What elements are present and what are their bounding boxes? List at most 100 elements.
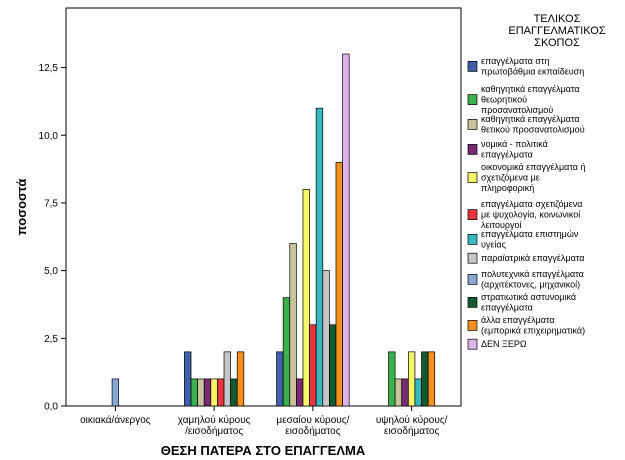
bar xyxy=(236,351,245,407)
legend-entry-line: άλλα επαγγέλματα xyxy=(481,315,555,325)
legend-entry-line: πρωτοβάθμια εκπαίδευση xyxy=(481,66,584,76)
legend-title: ΤΕΛΙΚΟΣ ΕΠΑΓΓΕΛΜΑΤΙΚΟΣ ΣΚΟΠΟΣ xyxy=(508,13,605,49)
legend-entry-line: οικονομικά επαγγέλματα ή xyxy=(481,162,586,172)
legend-entry-line: θεωρητικού xyxy=(481,94,527,104)
bar xyxy=(296,378,304,407)
bar xyxy=(282,297,291,407)
legend-entry-line: επαγγέλματα στη xyxy=(481,56,549,66)
legend-entry-line: σχετιζόμενα με xyxy=(481,172,540,182)
legend-entry: επαγγέλματα στη πρωτοβάθμια εκπαίδευση xyxy=(481,56,584,76)
legend-entry-line: λειτουργοί xyxy=(481,220,522,230)
y-tick-label: 0,0 xyxy=(44,402,58,413)
legend-entry-line: (αρχιτέκτονες, μηχανικοί) xyxy=(481,279,580,289)
legend-entry-line: πολυτεχνικά επαγγέλματα xyxy=(481,269,584,279)
legend-entry-line: θετικού προσανατολισμού xyxy=(481,124,585,134)
bar xyxy=(203,378,212,407)
legend-swatch xyxy=(467,144,478,155)
legend-entry-line: πληροφορική xyxy=(481,183,534,193)
bar xyxy=(197,378,205,407)
legend-swatch xyxy=(467,338,478,350)
y-tick-label: 10,0 xyxy=(39,131,59,142)
x-tick-label-line: /εισοδήματος xyxy=(185,425,243,437)
legend-swatch xyxy=(467,297,478,308)
legend-entry: άλλα επαγγέλματα (εμπορικά επιχειρηματικά… xyxy=(481,315,585,335)
legend-entry-line: επαγγέλματα σχετιζόμενα xyxy=(481,199,582,209)
bar xyxy=(276,351,284,407)
x-tick-label: υψηλού κύρους/εισοδήματος xyxy=(376,414,448,437)
x-axis: οικιακά/άνεργος χαμηλού κύρους/εισοδήματο… xyxy=(80,406,448,437)
x-tick-label: μεσαίου κύρους/εισοδήματος xyxy=(276,414,349,437)
legend-title-line: ΤΕΛΙΚΟΣ xyxy=(534,13,581,25)
bar xyxy=(388,351,396,407)
y-axis: 0,0 2,5 5,0 7,5 10,0 12,5 xyxy=(39,63,66,413)
legend-entry: πολυτεχνικά επαγγέλματα (αρχιτέκτονες, μη… xyxy=(481,269,584,289)
x-axis-title: ΘΕΣΗ ΠΑΤΕΡΑ ΣΤΟ ΕΠΑΓΓΕΛΜΑ xyxy=(161,443,366,458)
bar xyxy=(414,378,422,407)
bar xyxy=(223,351,231,407)
legend-entry-line: με ψυχολογία, κοινωνικοί xyxy=(481,209,580,219)
bar xyxy=(184,351,192,407)
bar xyxy=(394,378,403,407)
legend-entry: οικονομικά επαγγέλματα ή σχετιζόμενα με πλ… xyxy=(481,162,586,193)
legend-entry-line: ΔΕΝ ΞΕΡΩ xyxy=(481,339,527,349)
x-tick-label-line: μεσαίου κύρους/ xyxy=(276,414,349,426)
legend-swatch xyxy=(467,94,478,105)
legend-entry: επαγγέλματα σχετιζόμενα με ψυχολογία, κοι… xyxy=(481,199,582,230)
legend-entry-line: παραϊατρικά επαγγέλματα xyxy=(481,253,584,263)
x-tick-label: οικιακά/άνεργος xyxy=(80,414,151,426)
legend-entry-line: επαγγέλματα επιστημών xyxy=(481,229,579,239)
legend-entry: καθηγητικά επαγγέλματα θεωρητικού προσανατ… xyxy=(481,84,580,115)
bar xyxy=(190,378,198,407)
bar xyxy=(329,324,337,407)
bar xyxy=(309,324,317,407)
legend-swatch xyxy=(467,119,478,130)
bar xyxy=(335,161,343,407)
y-tick-label: 12,5 xyxy=(39,63,59,74)
bar xyxy=(289,243,297,407)
legend-entry-line: καθηγητικά επαγγέλματα xyxy=(481,84,580,94)
legend-entry-line: επαγγέλματα xyxy=(481,302,533,312)
bar xyxy=(342,53,350,407)
bar xyxy=(407,351,416,407)
x-tick-label-line: εισοδήματος xyxy=(285,425,340,437)
x-tick-label-line: εισοδήματος xyxy=(384,425,439,437)
legend: ΤΕΛΙΚΟΣ ΕΠΑΓΓΕΛΜΑΤΙΚΟΣ ΣΚΟΠΟΣ επαγγέλματα σ… xyxy=(467,13,606,350)
x-tick-label-line: υψηλού κύρους/ xyxy=(376,414,448,426)
legend-entry: στρατιωτικά αστυνομικά επαγγέλματα xyxy=(481,292,576,312)
legend-entry-line: νομικά - πολιτικά xyxy=(481,139,548,149)
bar xyxy=(302,189,310,407)
legend-swatch xyxy=(467,61,478,72)
legend-swatch xyxy=(467,274,478,285)
legend-swatch xyxy=(467,172,478,183)
y-tick-label: 7,5 xyxy=(44,198,58,209)
y-tick-label: 2,5 xyxy=(44,334,58,345)
legend-entry-line: στρατιωτικά αστυνομικά xyxy=(481,292,576,302)
legend-entry-line: υγείας xyxy=(481,239,507,249)
x-tick-label: χαμηλού κύρους/εισοδήματος xyxy=(178,414,251,437)
x-tick-label-line: οικιακά/άνεργος xyxy=(80,414,151,426)
bar xyxy=(421,351,429,407)
legend-title-line: ΕΠΑΓΓΕΛΜΑΤΙΚΟΣ xyxy=(508,25,605,37)
bars xyxy=(111,53,436,407)
legend-swatch xyxy=(467,234,478,245)
bar xyxy=(111,378,120,407)
y-tick-label: 5,0 xyxy=(44,266,58,277)
bar xyxy=(217,378,225,407)
bar xyxy=(427,351,436,407)
legend-entry: επαγγέλματα επιστημών υγείας xyxy=(481,229,579,249)
legend-entry-line: προσανατολισμού xyxy=(481,105,553,115)
legend-entry: νομικά - πολιτικά επαγγέλματα xyxy=(481,139,548,159)
bar xyxy=(322,270,330,407)
plot-area xyxy=(65,7,462,407)
bar xyxy=(401,378,409,407)
legend-entry: παραϊατρικά επαγγέλματα xyxy=(481,253,584,263)
legend-entry-line: επαγγέλματα xyxy=(481,149,533,159)
bar xyxy=(210,378,218,407)
legend-entry: ΔΕΝ ΞΕΡΩ xyxy=(481,339,527,349)
bar xyxy=(315,107,324,407)
legend-entry-line: (εμπορικά επιχειρηματικά) xyxy=(481,325,585,335)
legend-title-line: ΣΚΟΠΟΣ xyxy=(534,37,580,49)
x-tick-label-line: χαμηλού κύρους xyxy=(178,414,251,426)
legend-swatch xyxy=(467,320,478,331)
